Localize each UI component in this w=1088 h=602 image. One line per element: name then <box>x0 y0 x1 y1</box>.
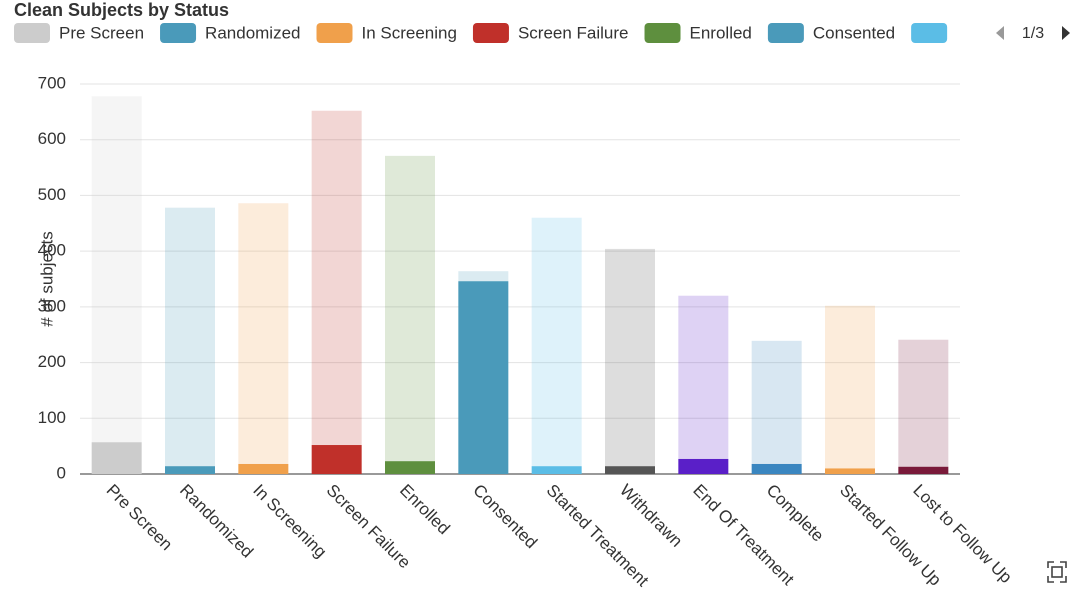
y-tick-label: 200 <box>38 352 66 371</box>
bar-segment <box>605 466 655 474</box>
legend-label: Screen Failure <box>518 23 629 42</box>
bar-segment <box>678 458 729 474</box>
bar-segment <box>311 445 362 474</box>
bar-segment <box>605 248 655 467</box>
y-tick-label: 600 <box>38 129 66 148</box>
bar-segment <box>385 461 435 474</box>
bar-segment <box>678 295 729 459</box>
legend-swatch <box>316 23 353 43</box>
bar-segment <box>751 340 802 464</box>
x-tick-label: Withdrawn <box>616 481 686 551</box>
legend-label: Pre Screen <box>59 23 144 42</box>
legend-label: Enrolled <box>690 23 752 42</box>
y-tick-label: 100 <box>38 408 66 427</box>
legend-swatch <box>767 23 804 43</box>
fullscreen-icon[interactable] <box>1047 561 1067 583</box>
bar-segment <box>531 217 582 467</box>
bar-segment <box>898 466 949 474</box>
legend-swatch <box>911 23 948 43</box>
x-tick-label: Consented <box>469 481 541 553</box>
bar-segment <box>825 468 875 474</box>
y-tick-label: 400 <box>38 241 66 260</box>
legend-swatch <box>14 23 50 43</box>
bar-segment <box>91 96 142 443</box>
bar-segment <box>238 463 289 474</box>
legend-swatch <box>644 23 681 43</box>
legend-page: 1/3 <box>1022 25 1044 42</box>
y-tick-label: 300 <box>38 296 66 315</box>
y-tick-label: 0 <box>57 463 66 482</box>
x-tick-label: Randomized <box>176 481 257 562</box>
bar-segment <box>531 466 582 474</box>
chart-title: Clean Subjects by Status <box>14 0 229 20</box>
bar-segment <box>751 463 802 474</box>
x-tick-label: Complete <box>763 481 828 546</box>
legend-swatch <box>160 23 197 43</box>
x-tick-label: In Screening <box>249 481 330 562</box>
legend-label: Randomized <box>205 23 300 42</box>
bar-segment <box>91 442 142 474</box>
legend-next[interactable] <box>1062 26 1070 40</box>
bar-segment <box>825 305 875 469</box>
y-tick-label: 500 <box>38 185 66 204</box>
x-tick-label: Enrolled <box>396 481 454 539</box>
bar-segment <box>385 155 435 462</box>
bar-segment <box>311 110 362 446</box>
legend-prev[interactable] <box>996 26 1004 40</box>
legend-label: Consented <box>813 23 895 42</box>
bar-segment <box>165 466 215 474</box>
bar-segment <box>238 203 289 464</box>
bar-segment <box>165 207 215 467</box>
bar-segment <box>898 339 949 467</box>
bar-segment <box>458 281 509 474</box>
legend-label: In Screening <box>362 23 457 42</box>
x-tick-label: Pre Screen <box>103 481 177 555</box>
bar-segment <box>458 271 509 282</box>
legend-swatch <box>472 23 509 43</box>
y-tick-label: 700 <box>38 73 66 92</box>
y-axis-label: # of subjects <box>37 231 56 326</box>
